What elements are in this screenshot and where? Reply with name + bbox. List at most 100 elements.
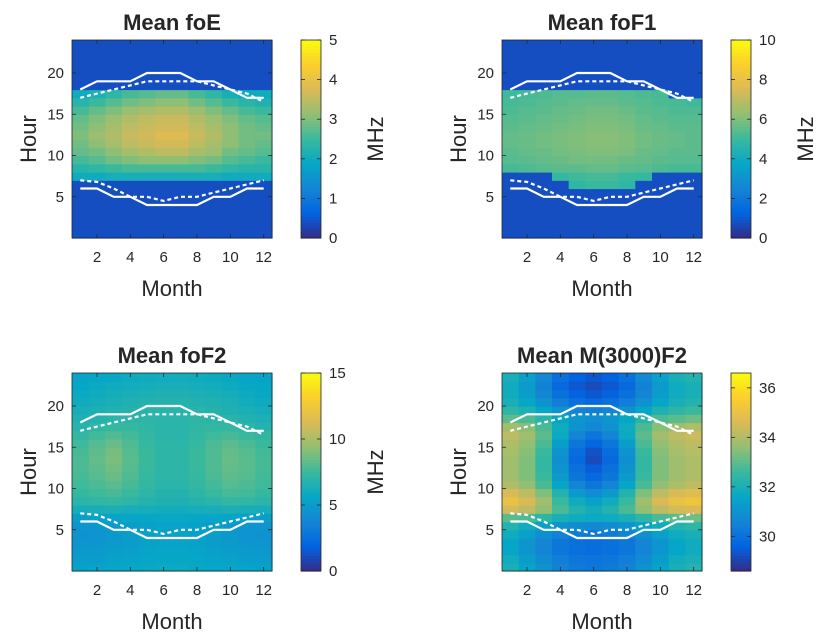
colorbar-step xyxy=(731,521,751,526)
heatmap-cell xyxy=(72,196,90,206)
x-tick-label: 8 xyxy=(623,582,631,599)
heatmap-cell xyxy=(535,447,553,457)
heatmap-cell xyxy=(222,397,240,407)
colorbar-step xyxy=(301,527,321,532)
heatmap-cell xyxy=(602,562,620,572)
heatmap-cell xyxy=(222,414,240,424)
heatmap-cell xyxy=(568,439,586,448)
heatmap-cell xyxy=(502,130,520,140)
heatmap-cell xyxy=(602,73,620,82)
x-tick-label: 2 xyxy=(93,249,101,266)
heatmap-cell xyxy=(105,538,123,547)
heatmap-cell xyxy=(138,122,156,132)
heatmap-cell xyxy=(568,430,586,440)
heatmap-cell xyxy=(72,463,90,473)
colorbar-step xyxy=(731,83,751,87)
heatmap-cell xyxy=(155,147,173,157)
heatmap-cell xyxy=(88,373,106,382)
heatmap-cell xyxy=(188,521,206,531)
heatmap-cell xyxy=(122,455,140,465)
heatmap-cell xyxy=(518,505,536,514)
heatmap-cell xyxy=(88,496,106,506)
heatmap-cell xyxy=(602,529,620,539)
heatmap-cell xyxy=(205,180,223,190)
heatmap-cell xyxy=(518,373,536,382)
heatmap-cell xyxy=(568,496,586,506)
heatmap-cell xyxy=(668,406,686,415)
heatmap-cell xyxy=(568,389,586,399)
colorbar-step xyxy=(731,67,751,72)
heatmap-cell xyxy=(255,221,273,231)
heatmap-cell xyxy=(652,529,670,539)
heatmap-cell xyxy=(618,439,636,448)
heatmap-cell xyxy=(222,130,240,140)
heatmap-cell xyxy=(518,188,536,198)
heatmap-cell xyxy=(172,81,190,91)
heatmap-cell xyxy=(238,155,256,165)
heatmap-cell xyxy=(172,147,190,157)
heatmap-cell xyxy=(88,114,106,124)
heatmap-cell xyxy=(568,188,586,198)
heatmap-cell xyxy=(138,205,156,214)
heatmap-cell xyxy=(585,56,603,66)
heatmap-cell xyxy=(105,472,123,481)
colorbar-step xyxy=(731,77,751,81)
heatmap-cell xyxy=(518,381,536,391)
heatmap-cell xyxy=(568,205,586,214)
heatmap-cell xyxy=(188,213,206,223)
colorbar-step xyxy=(731,431,751,436)
heatmap-cell xyxy=(668,430,686,440)
heatmap-cell xyxy=(668,455,686,465)
colorbar-step xyxy=(731,55,751,60)
heatmap-cell xyxy=(652,188,670,198)
heatmap-cell xyxy=(535,130,553,140)
heatmap-cell xyxy=(238,188,256,198)
heatmap-cell xyxy=(535,472,553,481)
heatmap-cell xyxy=(668,496,686,506)
colorbar-step xyxy=(301,142,321,146)
heatmap-cell xyxy=(138,521,156,531)
heatmap-cell xyxy=(685,56,703,66)
heatmap-cell xyxy=(652,463,670,473)
heatmap-cell xyxy=(502,472,520,481)
heatmap-cell xyxy=(668,73,686,82)
heatmap-cell xyxy=(88,196,106,206)
heatmap-cell xyxy=(518,180,536,190)
colorbar-step xyxy=(301,234,321,239)
heatmap-cell xyxy=(155,389,173,399)
heatmap-cell xyxy=(72,114,90,124)
heatmap-cell xyxy=(552,114,570,124)
colorbar-step xyxy=(301,197,321,202)
heatmap-cell xyxy=(518,554,536,564)
heatmap-cell xyxy=(635,422,653,432)
heatmap-cell xyxy=(685,139,703,148)
heatmap-cell xyxy=(652,472,670,481)
colorbar-step xyxy=(731,518,751,523)
colorbar-step xyxy=(731,450,751,455)
heatmap-cell xyxy=(238,546,256,556)
heatmap-cell xyxy=(88,488,106,498)
heatmap-cell xyxy=(535,213,553,223)
colorbar-tick-label: 6 xyxy=(759,111,767,128)
heatmap-cell xyxy=(518,130,536,140)
heatmap-cell xyxy=(552,554,570,564)
heatmap-cell xyxy=(585,106,603,115)
heatmap-cell xyxy=(652,114,670,124)
heatmap-cell xyxy=(585,48,603,58)
heatmap-cell xyxy=(238,56,256,66)
heatmap-cell xyxy=(652,513,670,523)
colorbar-step xyxy=(731,173,751,177)
heatmap-cell xyxy=(502,114,520,124)
heatmap-cell xyxy=(685,97,703,107)
heatmap-cell xyxy=(172,422,190,432)
heatmap-cell xyxy=(668,463,686,473)
heatmap-cell xyxy=(668,488,686,498)
heatmap-cell xyxy=(105,89,123,99)
colorbar-step xyxy=(301,222,321,227)
colorbar-step xyxy=(731,475,751,479)
heatmap-cell xyxy=(652,89,670,99)
colorbar-step xyxy=(301,564,321,569)
heatmap-cell xyxy=(155,439,173,448)
x-tick-label: 2 xyxy=(523,582,531,599)
heatmap-cell xyxy=(205,430,223,440)
